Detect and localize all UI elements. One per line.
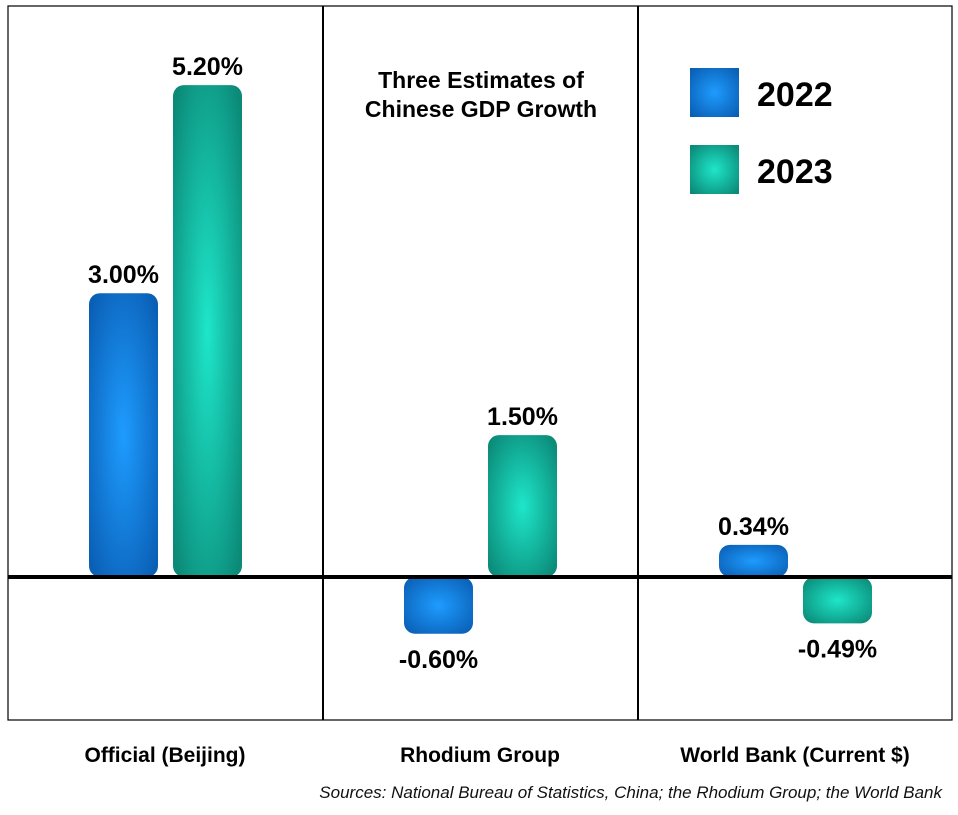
data-label-2022-2: -0.60% xyxy=(399,646,478,674)
plot-frame xyxy=(7,5,953,721)
legend-label-2022: 2022 xyxy=(757,76,833,114)
bar-2022-1 xyxy=(89,293,158,577)
data-label-2023-1: 5.20% xyxy=(172,53,243,81)
legend-swatch-2023 xyxy=(690,145,739,194)
bar-2023-2 xyxy=(488,435,557,577)
source-note: Sources: National Bureau of Statistics, … xyxy=(319,783,942,802)
chart-title-line-2: Chinese GDP Growth xyxy=(365,96,597,122)
legend-label-2023: 2023 xyxy=(757,153,833,191)
chart-title-line-1: Three Estimates of xyxy=(378,67,584,93)
data-label-2022-3: 0.34% xyxy=(718,513,789,541)
bar-2022-3 xyxy=(719,544,788,577)
category-label-1: Official (Beijing) xyxy=(84,744,245,767)
legend-swatch-2022 xyxy=(690,68,739,117)
data-label-2023-2: 1.50% xyxy=(487,403,558,431)
bar-2022-2 xyxy=(404,577,473,634)
bar-2023-3 xyxy=(803,577,872,624)
chart: 3.00% -0.60% 0.34% 5.20% 1.50% -0.49% Three E… xyxy=(7,5,953,767)
data-label-2023-3: -0.49% xyxy=(798,635,877,663)
category-label-3: World Bank (Current $) xyxy=(680,744,909,767)
category-label-2: Rhodium Group xyxy=(400,744,560,767)
bar-2023-1 xyxy=(173,85,242,577)
data-label-2022-1: 3.00% xyxy=(88,261,159,289)
legend: 2022 2023 xyxy=(690,68,833,194)
